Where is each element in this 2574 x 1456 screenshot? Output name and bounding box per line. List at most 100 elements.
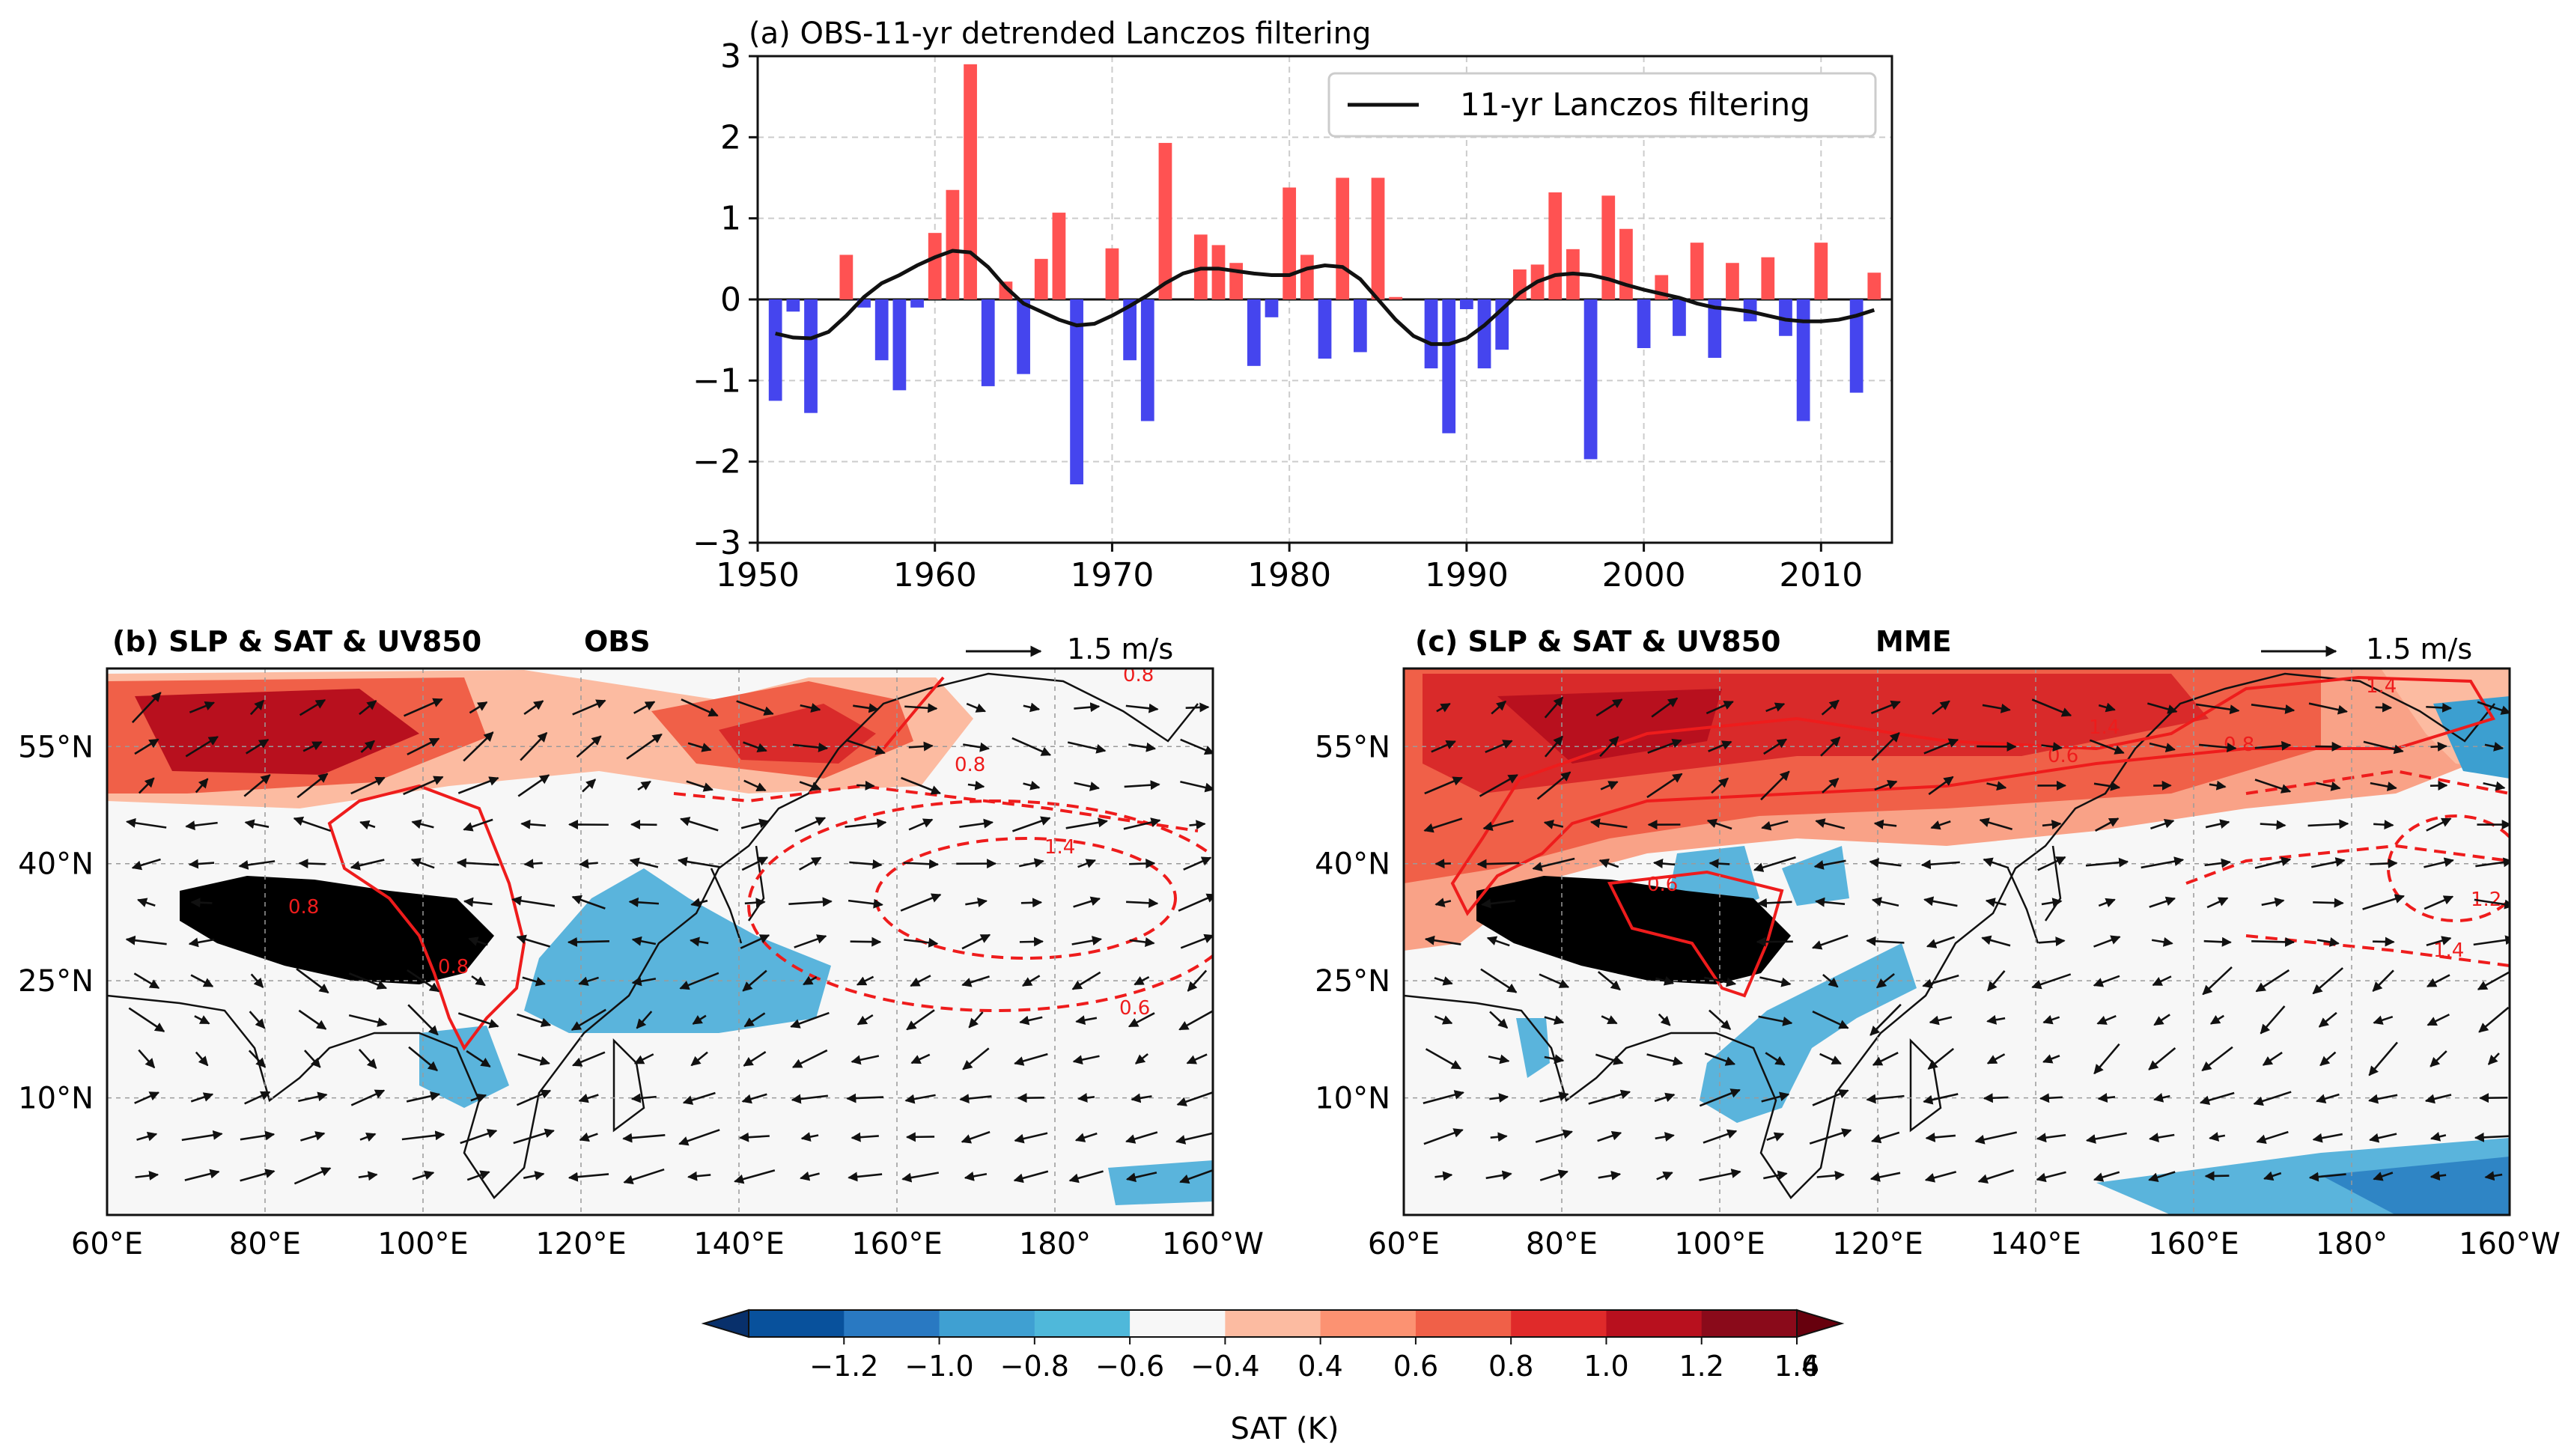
wind-vector (1014, 1132, 1048, 1144)
wind-vector (517, 1053, 550, 1066)
wind-vector (358, 1049, 377, 1069)
map-b-x-tick-labels: 60°E 80°E 100°E 120°E 140°E 160°E 180° 160°W (71, 1227, 1264, 1261)
map-c-cool-korea (1782, 846, 1849, 906)
latitude-label: 55°N (1315, 730, 1390, 764)
bar (1017, 299, 1030, 374)
wind-vector (1656, 1172, 1673, 1181)
wind-vector (1535, 1129, 1573, 1143)
wind-vector (1869, 1172, 1901, 1182)
sat-colorbar: −1.2 −1.0 −0.8 −0.6 −0.4 0.4 0.6 0.8 1.0 1.2 1.41.… (701, 1309, 1845, 1446)
wind-vector (188, 937, 215, 948)
wind-vector (1489, 1011, 1509, 1029)
wind-vector (1134, 1053, 1148, 1064)
panel-a-y-ticks: −3 −2 −1 0 1 2 3 (693, 37, 758, 562)
latitude-label: 25°N (18, 964, 94, 999)
wind-vector (1811, 934, 1849, 950)
wind-vector (2198, 743, 2237, 752)
wind-vector (2042, 1054, 2060, 1064)
wind-vector (128, 1007, 165, 1032)
wind-vector (964, 1171, 988, 1181)
wind-vector (1821, 699, 1840, 716)
map-c-cool-pacific-core (2321, 1157, 2510, 1215)
wind-vector (2152, 975, 2172, 987)
wind-vector (1983, 857, 2009, 869)
wind-vector (2424, 895, 2454, 910)
y-tick-label: 2 (720, 118, 741, 156)
wind-vector (2426, 936, 2452, 946)
colorbar-cell (1606, 1310, 1703, 1337)
wind-vector (411, 819, 434, 829)
wind-vector (1021, 975, 1041, 987)
bar (804, 299, 818, 413)
wind-vector (134, 738, 159, 755)
wind-vector (460, 1129, 498, 1145)
wind-vector (2430, 1132, 2447, 1142)
wind-vector (790, 1011, 830, 1029)
wind-vector (401, 1130, 445, 1141)
bar (1459, 299, 1473, 309)
wind-vector (2031, 698, 2072, 717)
wind-vector (299, 698, 326, 716)
map-b-frame (106, 667, 1214, 1216)
wind-vector (359, 1132, 377, 1142)
wind-vector (126, 817, 167, 829)
wind-vector (1813, 859, 1846, 870)
wind-vector (248, 1050, 266, 1068)
x-tick-label: 1950 (716, 556, 800, 594)
wind-vector (1186, 1053, 1208, 1064)
wind-vector (1870, 700, 1901, 714)
wind-vector (190, 898, 213, 908)
wind-vector (2204, 1171, 2230, 1181)
wind-vector (1544, 1015, 1565, 1025)
bar (1637, 299, 1651, 348)
wind-vector (677, 856, 721, 868)
wind-vector (1123, 817, 1161, 830)
wind-vector (1926, 936, 1956, 948)
wind-vector (965, 898, 988, 907)
wind-vector (407, 969, 440, 993)
wind-vector (1018, 858, 1044, 868)
wind-vector (678, 1129, 720, 1146)
wind-vector (690, 936, 709, 947)
wind-vector (2307, 819, 2349, 829)
bar (892, 299, 907, 391)
bar (1583, 299, 1598, 460)
map-b-y-tick-labels: 55°N 40°N 25°N 10°N (18, 730, 94, 1115)
bar (928, 233, 942, 299)
wind-vector (1131, 1093, 1152, 1103)
wind-vector (572, 699, 606, 716)
wind-vector (631, 936, 657, 946)
wind-vector (249, 699, 264, 716)
wind-vector (2098, 898, 2116, 908)
wind-vector (1480, 968, 1518, 993)
wind-vector (1536, 771, 1572, 800)
wind-vector (1179, 1169, 1213, 1184)
wind-vector (900, 893, 942, 912)
wind-vector (791, 1094, 829, 1104)
wind-vector (1183, 856, 1212, 871)
legend-label: 11-yr Lanczos filtering (1460, 86, 1810, 123)
wind-vector (133, 972, 160, 990)
wind-vector (687, 742, 712, 752)
bar (1229, 263, 1244, 299)
wind-vector (743, 779, 767, 792)
map-b-slp-contour-dashed-1 (673, 784, 1199, 832)
bar (857, 299, 871, 308)
wind-vector (463, 818, 493, 832)
wind-vector (630, 1093, 657, 1103)
wind-vector (249, 1011, 266, 1029)
wind-vector (244, 819, 270, 829)
bar (1247, 299, 1261, 366)
wind-vector (1180, 933, 1213, 949)
wind-vector (1809, 1128, 1852, 1145)
x-tick-label: 1980 (1247, 556, 1331, 594)
bar (1123, 299, 1137, 361)
wind-vector (959, 818, 994, 829)
wind-vector (903, 859, 940, 869)
wind-vector (734, 1169, 776, 1184)
map-b-wind-vectors (125, 692, 1213, 1185)
bar (1105, 248, 1119, 299)
wind-vector (1646, 1053, 1683, 1066)
x-tick-label: 2000 (1602, 556, 1686, 594)
